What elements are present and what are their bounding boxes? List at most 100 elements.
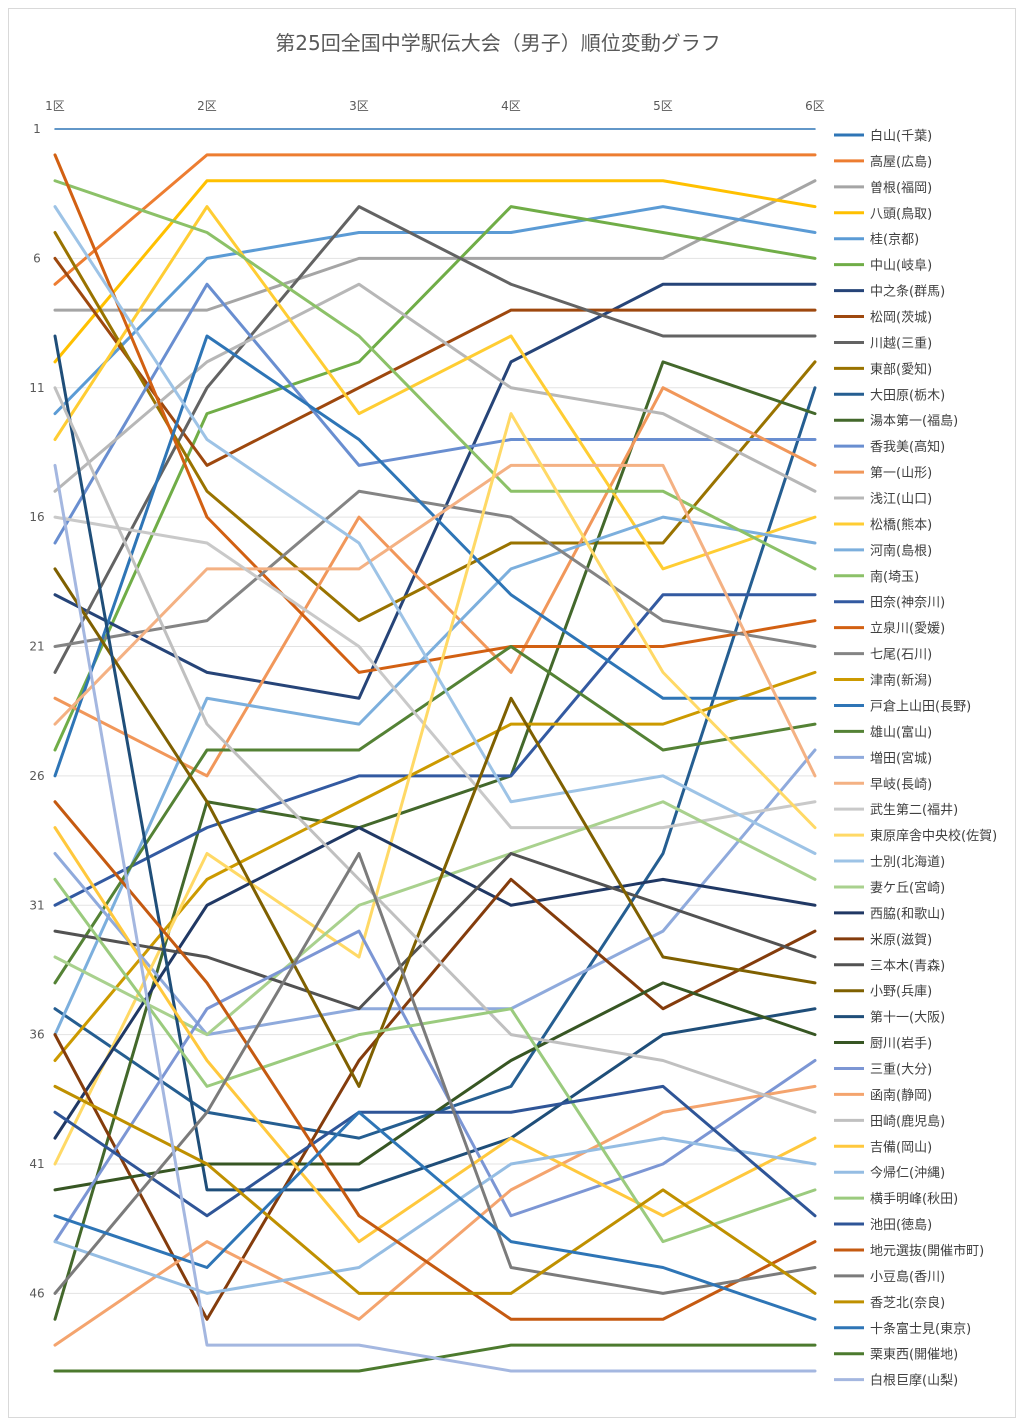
legend-label: 南(埼玉) (870, 569, 919, 585)
legend-label: 田奈(神奈川) (870, 596, 945, 611)
legend-item: 米原(滋賀) (834, 933, 932, 948)
series-line (53, 205, 817, 571)
legend-item: 田崎(鹿児島) (834, 1113, 945, 1129)
series-line (53, 153, 817, 674)
legend-item: 高屋(広島) (834, 154, 932, 170)
x-tick-label: 4区 (501, 99, 521, 113)
legend-item: 南(埼玉) (834, 569, 919, 585)
legend-item: 士別(北海道) (834, 855, 945, 870)
x-tick-label: 3区 (349, 99, 369, 113)
series-line (53, 231, 817, 623)
series-line (53, 877, 817, 1244)
legend-label: 厨川(岩手) (870, 1037, 932, 1052)
legend-item: 津南(新潟) (834, 673, 932, 689)
legend-item: 八頭(鳥取) (834, 207, 932, 222)
series-line (53, 386, 817, 1114)
series-line (53, 826, 817, 1140)
legend-label: 七尾(石川) (870, 648, 932, 663)
series-line (53, 205, 817, 416)
legend-item: 川越(三重) (834, 335, 932, 351)
legend-item: 十条富士見(東京) (834, 1321, 971, 1337)
legend-item: 早岐(長崎) (834, 777, 932, 792)
series-line (53, 1110, 817, 1321)
legend-item: 今帰仁(沖縄) (834, 1165, 945, 1181)
legend-label: 今帰仁(沖縄) (870, 1165, 945, 1181)
legend-label: 浅江(山口) (870, 492, 932, 507)
legend-label: 香我美(高知) (870, 439, 945, 455)
series-line (53, 670, 817, 1062)
chart-title: 第25回全国中学駅伝大会（男子）順位変動グラフ (275, 31, 720, 55)
legend-label: 三重(大分) (870, 1061, 932, 1077)
legend-item: 小野(兵庫) (834, 985, 932, 1000)
series-line (53, 593, 817, 907)
legend-label: 東部(愛知) (870, 361, 932, 377)
legend-item: 東部(愛知) (834, 361, 932, 377)
legend-label: 函南(静岡) (870, 1087, 932, 1103)
legend-label: 高屋(広島) (870, 154, 932, 170)
legend-label: 白根巨摩(山梨) (870, 1373, 958, 1389)
y-tick-label: 21 (29, 640, 44, 654)
legend-item: 栗東西(開催地) (834, 1347, 958, 1363)
legend-label: 田崎(鹿児島) (870, 1113, 945, 1129)
series-line (53, 179, 817, 312)
series-line (53, 205, 817, 752)
legend-item: 三本木(青森) (834, 959, 945, 974)
legend-item: 西脇(和歌山) (834, 907, 945, 922)
legend-label: 中山(岐阜) (870, 258, 932, 274)
legend-item: 桂(京都) (834, 233, 919, 248)
y-tick-label: 11 (29, 381, 44, 395)
series-line (53, 489, 817, 648)
legend-item: 曽根(福岡) (834, 181, 932, 196)
legend-item: 中山(岐阜) (834, 258, 932, 274)
legend-label: 妻ケ丘(宮崎) (870, 880, 945, 896)
legend-item: 妻ケ丘(宮崎) (834, 880, 945, 896)
legend-label: 雄山(富山) (870, 724, 932, 740)
legend-label: 小豆島(香川) (870, 1270, 945, 1285)
y-tick-label: 26 (29, 769, 44, 783)
legend-label: 松岡(茨城) (870, 311, 932, 326)
series-line (53, 153, 817, 286)
legend-item: 池田(徳島) (834, 1218, 932, 1233)
legend-label: 横手明峰(秋田) (870, 1192, 958, 1207)
series-line (53, 748, 817, 1037)
legend-item: 東原庠舎中央校(佐賀) (834, 828, 997, 844)
legend-item: 河南(島根) (834, 543, 932, 559)
legend-label: 十条富士見(東京) (870, 1321, 971, 1337)
legend-item: 三重(大分) (834, 1061, 932, 1077)
legend-item: 武生第二(福井) (834, 803, 958, 818)
legend-label: 小野(兵庫) (870, 985, 932, 1000)
legend-label: 立泉川(愛媛) (870, 621, 945, 637)
legend-label: 白山(千葉) (870, 128, 932, 144)
legend-label: 中之条(群馬) (870, 284, 945, 300)
y-tick-label: 31 (29, 898, 44, 912)
legend-label: 米原(滋賀) (870, 933, 932, 948)
legend-label: 桂(京都) (870, 233, 919, 248)
legend-label: 地元選抜(開催市町) (870, 1243, 984, 1259)
legend-label: 池田(徳島) (870, 1218, 932, 1233)
legend-item: 松岡(茨城) (834, 311, 932, 326)
legend-label: 八頭(鳥取) (870, 207, 932, 222)
y-tick-label: 36 (29, 1028, 44, 1042)
legend-item: 厨川(岩手) (834, 1037, 932, 1052)
series-line (53, 1136, 817, 1295)
x-tick-label: 6区 (805, 99, 825, 113)
legend-label: 川越(三重) (870, 335, 932, 351)
legend-label: 湯本第一(福島) (870, 414, 958, 429)
legend-label: 松橋(熊本) (870, 517, 932, 533)
x-tick-label: 1区 (45, 99, 65, 113)
series-line (53, 515, 817, 830)
series-line (53, 852, 817, 1295)
series-line (53, 567, 817, 1088)
series-line (53, 929, 817, 1244)
legend-item: 立泉川(愛媛) (834, 621, 945, 637)
legend-item: 地元選抜(開催市町) (834, 1243, 984, 1259)
legend-item: 香我美(高知) (834, 439, 945, 455)
legend-label: 三本木(青森) (870, 959, 945, 974)
x-tick-label: 5区 (653, 99, 673, 113)
legend-item: 増田(宮城) (834, 750, 932, 766)
legend-item: 戸倉上山田(長野) (834, 699, 971, 714)
legend-label: 曽根(福岡) (870, 181, 932, 196)
series-line (53, 645, 817, 985)
